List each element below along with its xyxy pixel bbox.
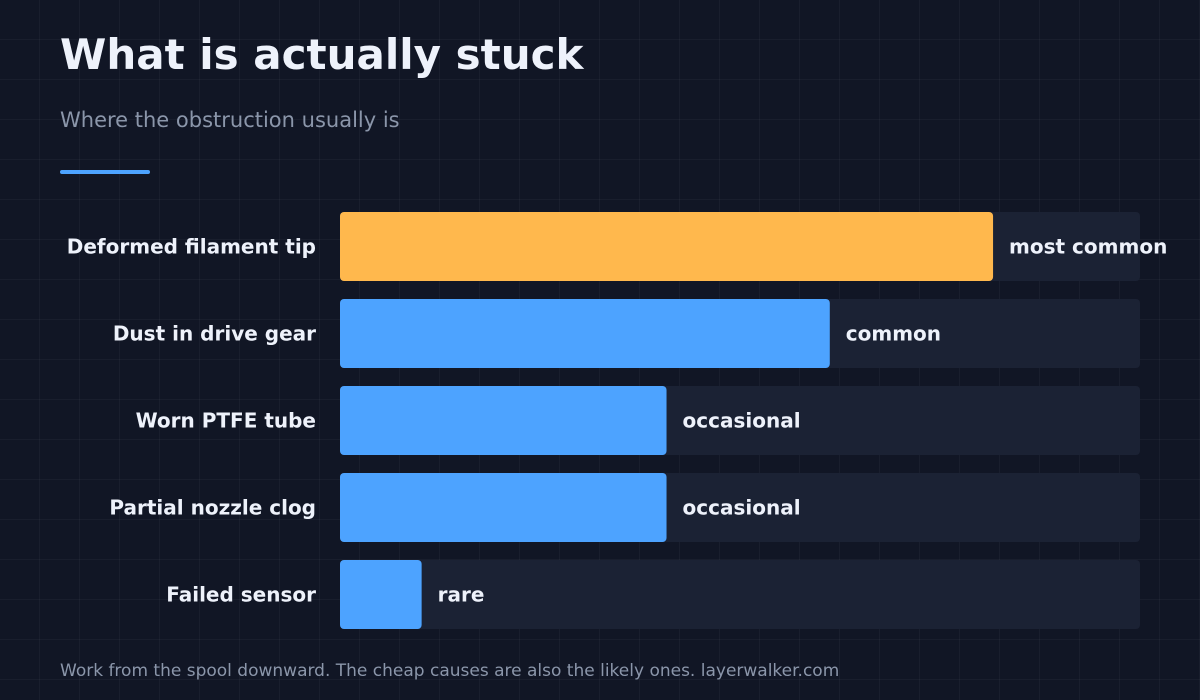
chart-title: What is actually stuck	[60, 30, 584, 79]
bar	[340, 212, 994, 281]
footer-note: Work from the spool downward. The cheap …	[60, 661, 840, 681]
bar	[340, 560, 422, 629]
category-label: Dust in drive gear	[113, 322, 316, 346]
value-label: common	[846, 322, 941, 346]
bar	[340, 386, 667, 455]
category-label: Deformed filament tip	[67, 235, 316, 259]
value-label: most common	[1009, 235, 1167, 259]
value-label: rare	[438, 583, 485, 607]
bar	[340, 473, 667, 542]
bar	[340, 299, 830, 368]
category-label: Partial nozzle clog	[109, 496, 316, 520]
value-label: occasional	[683, 409, 801, 433]
bar-track	[340, 560, 1140, 629]
value-label: occasional	[683, 496, 801, 520]
category-label: Worn PTFE tube	[136, 409, 316, 433]
accent-rule	[60, 170, 150, 174]
category-label: Failed sensor	[166, 583, 316, 607]
chart-subtitle: Where the obstruction usually is	[60, 108, 400, 132]
